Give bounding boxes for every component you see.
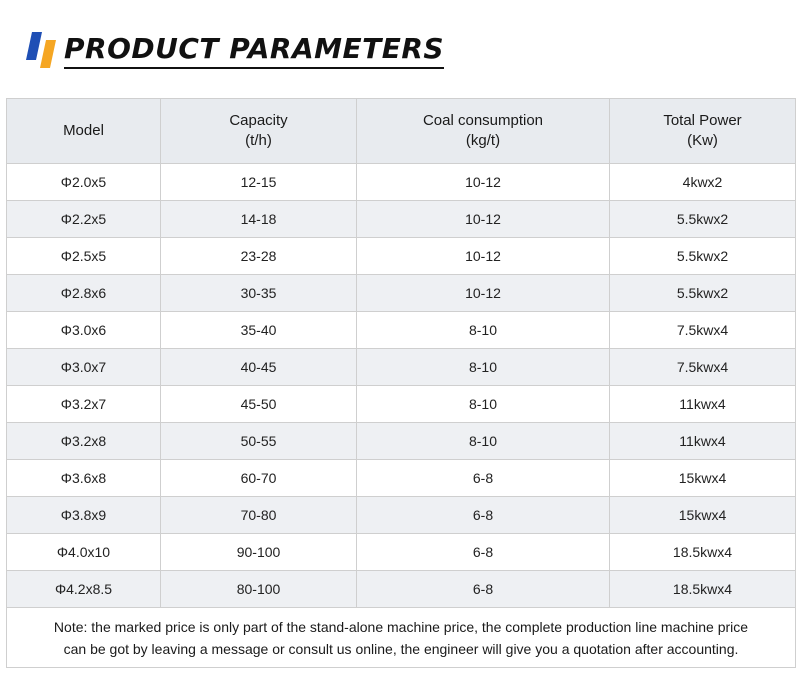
table-row: Φ3.6x8 60-70 6-8 15kwx4 [6, 459, 796, 497]
cell-model: Φ3.0x6 [6, 311, 161, 349]
cell-total-power: 5.5kwx2 [609, 200, 796, 238]
header-coal-consumption: Coal consumption (kg/t) [356, 98, 610, 164]
cell-coal-consumption: 10-12 [356, 237, 610, 275]
table-header-row: Model Capacity (t/h) Coal consumption (k… [6, 98, 796, 164]
table-row: Φ2.8x6 30-35 10-12 5.5kwx2 [6, 274, 796, 312]
cell-model: Φ3.0x7 [6, 348, 161, 386]
section-header: PRODUCT PARAMETERS [26, 28, 445, 72]
table-row: Φ2.2x5 14-18 10-12 5.5kwx2 [6, 200, 796, 238]
cell-capacity: 70-80 [160, 496, 357, 534]
cell-coal-consumption: 8-10 [356, 422, 610, 460]
cell-capacity: 35-40 [160, 311, 357, 349]
brand-logo-icon [26, 30, 58, 70]
cell-capacity: 40-45 [160, 348, 357, 386]
note-line-1: Note: the marked price is only part of t… [53, 618, 749, 635]
cell-model: Φ2.2x5 [6, 200, 161, 238]
cell-capacity: 23-28 [160, 237, 357, 275]
cell-total-power: 11kwx4 [609, 385, 796, 423]
cell-total-power: 18.5kwx4 [609, 533, 796, 571]
cell-coal-consumption: 10-12 [356, 163, 610, 201]
cell-model: Φ3.6x8 [6, 459, 161, 497]
product-parameters-table: Model Capacity (t/h) Coal consumption (k… [6, 98, 796, 668]
cell-total-power: 15kwx4 [609, 496, 796, 534]
page-title: PRODUCT PARAMETERS [64, 32, 445, 69]
price-note: Note: the marked price is only part of t… [6, 607, 796, 668]
cell-model: Φ3.2x8 [6, 422, 161, 460]
cell-total-power: 7.5kwx4 [609, 348, 796, 386]
cell-coal-consumption: 6-8 [356, 533, 610, 571]
table-row: Φ4.0x10 90-100 6-8 18.5kwx4 [6, 533, 796, 571]
table-row: Φ2.0x5 12-15 10-12 4kwx2 [6, 163, 796, 201]
cell-coal-consumption: 6-8 [356, 496, 610, 534]
cell-model: Φ4.2x8.5 [6, 570, 161, 608]
cell-total-power: 11kwx4 [609, 422, 796, 460]
cell-total-power: 5.5kwx2 [609, 237, 796, 275]
cell-coal-consumption: 6-8 [356, 570, 610, 608]
cell-model: Φ4.0x10 [6, 533, 161, 571]
cell-model: Φ2.0x5 [6, 163, 161, 201]
cell-model: Φ3.8x9 [6, 496, 161, 534]
table-row: Φ3.8x9 70-80 6-8 15kwx4 [6, 496, 796, 534]
note-line-2: can be got by leaving a message or consu… [63, 640, 739, 657]
cell-capacity: 12-15 [160, 163, 357, 201]
cell-capacity: 60-70 [160, 459, 357, 497]
cell-total-power: 15kwx4 [609, 459, 796, 497]
cell-capacity: 90-100 [160, 533, 357, 571]
cell-total-power: 4kwx2 [609, 163, 796, 201]
cell-coal-consumption: 6-8 [356, 459, 610, 497]
header-model: Model [6, 98, 161, 164]
table-row: Φ2.5x5 23-28 10-12 5.5kwx2 [6, 237, 796, 275]
note-row: Note: the marked price is only part of t… [6, 607, 796, 668]
cell-model: Φ2.8x6 [6, 274, 161, 312]
cell-capacity: 80-100 [160, 570, 357, 608]
header-capacity: Capacity (t/h) [160, 98, 357, 164]
cell-model: Φ2.5x5 [6, 237, 161, 275]
cell-coal-consumption: 8-10 [356, 348, 610, 386]
cell-capacity: 30-35 [160, 274, 357, 312]
cell-model: Φ3.2x7 [6, 385, 161, 423]
table-row: Φ4.2x8.5 80-100 6-8 18.5kwx4 [6, 570, 796, 608]
cell-total-power: 18.5kwx4 [609, 570, 796, 608]
cell-capacity: 45-50 [160, 385, 357, 423]
cell-coal-consumption: 8-10 [356, 311, 610, 349]
cell-capacity: 14-18 [160, 200, 357, 238]
cell-coal-consumption: 10-12 [356, 274, 610, 312]
cell-coal-consumption: 8-10 [356, 385, 610, 423]
cell-total-power: 5.5kwx2 [609, 274, 796, 312]
table-row: Φ3.2x7 45-50 8-10 11kwx4 [6, 385, 796, 423]
cell-total-power: 7.5kwx4 [609, 311, 796, 349]
cell-coal-consumption: 10-12 [356, 200, 610, 238]
header-total-power: Total Power (Kw) [609, 98, 796, 164]
table-row: Φ3.0x7 40-45 8-10 7.5kwx4 [6, 348, 796, 386]
cell-capacity: 50-55 [160, 422, 357, 460]
table-row: Φ3.0x6 35-40 8-10 7.5kwx4 [6, 311, 796, 349]
table-row: Φ3.2x8 50-55 8-10 11kwx4 [6, 422, 796, 460]
